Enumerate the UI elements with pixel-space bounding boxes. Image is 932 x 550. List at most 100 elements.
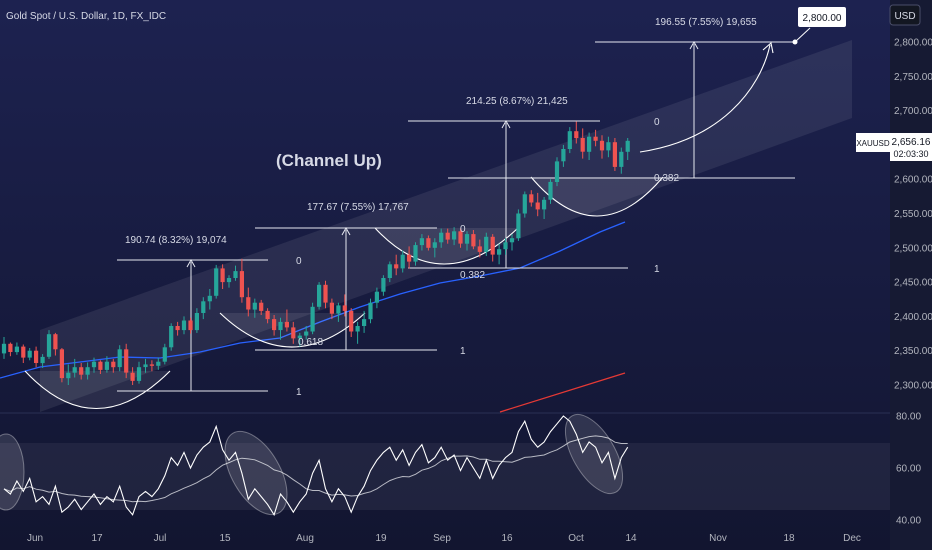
candle bbox=[387, 261, 392, 283]
time-tick-label: 17 bbox=[91, 533, 103, 544]
price-tick-label: 2,800.00 bbox=[894, 38, 932, 49]
price-tick-label: 2,500.00 bbox=[894, 243, 932, 254]
candle bbox=[471, 230, 476, 250]
candle bbox=[432, 238, 437, 258]
candle bbox=[291, 321, 296, 344]
candle bbox=[91, 357, 97, 373]
time-tick-label: 19 bbox=[375, 533, 387, 544]
candle bbox=[104, 356, 109, 373]
candle bbox=[407, 246, 412, 269]
candle bbox=[394, 254, 399, 276]
currency-badge[interactable] bbox=[889, 4, 921, 26]
candle bbox=[14, 342, 19, 355]
candle bbox=[625, 138, 630, 160]
leg4-label: 196.55 (7.55%) 19,655 bbox=[655, 17, 757, 28]
time-tick-label: 16 bbox=[501, 533, 513, 544]
arc-4 bbox=[530, 176, 664, 217]
candle bbox=[336, 302, 341, 322]
time-axis-ticks: Jun 17 Jul 15 Aug 19 Sep 16 Oct 14 Nov 18 Dec bbox=[27, 533, 861, 544]
rsi-tick-label: 80.00 bbox=[896, 412, 921, 423]
candle bbox=[323, 280, 328, 309]
pattern-label: (Channel Up) bbox=[276, 151, 382, 170]
candle bbox=[535, 192, 540, 217]
candle bbox=[458, 228, 463, 248]
rsi-tick-label: 60.00 bbox=[896, 464, 921, 475]
candle bbox=[587, 132, 592, 160]
fib-l4-fib: 0.382 bbox=[654, 173, 679, 184]
red-moving-average bbox=[499, 372, 626, 413]
fib-l2-one: 1 bbox=[460, 346, 466, 357]
candle bbox=[542, 197, 547, 219]
candle bbox=[554, 157, 560, 187]
rsi-band bbox=[0, 443, 890, 510]
candle bbox=[27, 348, 32, 361]
target-box-label: 2,800.00 bbox=[803, 13, 842, 24]
candle bbox=[426, 235, 431, 251]
candle bbox=[580, 128, 585, 159]
candle bbox=[497, 243, 502, 265]
candle bbox=[265, 308, 270, 324]
ticker-tag-label: XAUUSD bbox=[856, 139, 890, 148]
price-axis[interactable] bbox=[890, 0, 932, 550]
candle bbox=[98, 360, 103, 374]
candle bbox=[362, 310, 367, 333]
fib-l2-zero: 0 bbox=[460, 224, 466, 235]
leg3-label: 214.25 (8.67%) 21,425 bbox=[466, 96, 568, 107]
symbol-title: Gold Spot / U.S. Dollar, 1D, FX_IDC bbox=[6, 11, 166, 22]
candle bbox=[439, 228, 444, 248]
candle bbox=[284, 309, 289, 332]
rsi-group bbox=[3, 415, 629, 517]
candle bbox=[181, 316, 187, 335]
candle bbox=[355, 321, 360, 344]
time-tick-label: Sep bbox=[433, 533, 451, 544]
candle bbox=[130, 367, 135, 385]
candle bbox=[259, 299, 264, 315]
candle bbox=[297, 332, 302, 347]
candle bbox=[1, 337, 7, 359]
candle bbox=[117, 345, 122, 372]
price-tick-label: 2,300.00 bbox=[894, 381, 932, 392]
candle bbox=[252, 298, 257, 318]
candle bbox=[156, 357, 161, 370]
candle bbox=[188, 317, 193, 334]
candle bbox=[272, 315, 277, 336]
candle bbox=[66, 364, 71, 385]
candle bbox=[220, 264, 225, 289]
target-box bbox=[798, 7, 846, 27]
ascending-channel bbox=[40, 40, 852, 412]
candle bbox=[464, 231, 470, 251]
candle bbox=[8, 342, 13, 357]
target-callout-line bbox=[794, 27, 811, 43]
fib-l1-zero: 0 bbox=[296, 256, 302, 267]
candles-group bbox=[1, 121, 630, 385]
fib-l1-one: 1 bbox=[296, 387, 302, 398]
candle bbox=[349, 308, 354, 337]
candle bbox=[529, 190, 534, 207]
time-tick-label: Dec bbox=[843, 533, 861, 544]
time-tick-label: Jul bbox=[154, 533, 167, 544]
candle bbox=[207, 289, 212, 310]
rsi-axis-ticks: 80.00 60.00 40.00 bbox=[896, 412, 921, 527]
candle bbox=[175, 321, 180, 336]
candle bbox=[40, 354, 45, 368]
candle bbox=[593, 129, 598, 147]
price-tick-label: 2,700.00 bbox=[894, 106, 932, 117]
candle bbox=[452, 227, 457, 246]
candle bbox=[477, 239, 482, 258]
candle bbox=[374, 287, 379, 309]
candle bbox=[574, 121, 579, 144]
candle bbox=[53, 332, 58, 356]
candle bbox=[381, 275, 386, 296]
candle bbox=[503, 238, 508, 255]
price-tick-label: 2,350.00 bbox=[894, 346, 932, 357]
candle bbox=[246, 287, 251, 317]
candle bbox=[124, 343, 129, 379]
candle bbox=[400, 250, 405, 273]
candle bbox=[548, 179, 553, 204]
candle bbox=[445, 228, 450, 244]
leg1-label: 190.74 (8.32%) 19,074 bbox=[125, 235, 227, 246]
candle bbox=[201, 297, 206, 320]
time-tick-label: 14 bbox=[625, 533, 637, 544]
